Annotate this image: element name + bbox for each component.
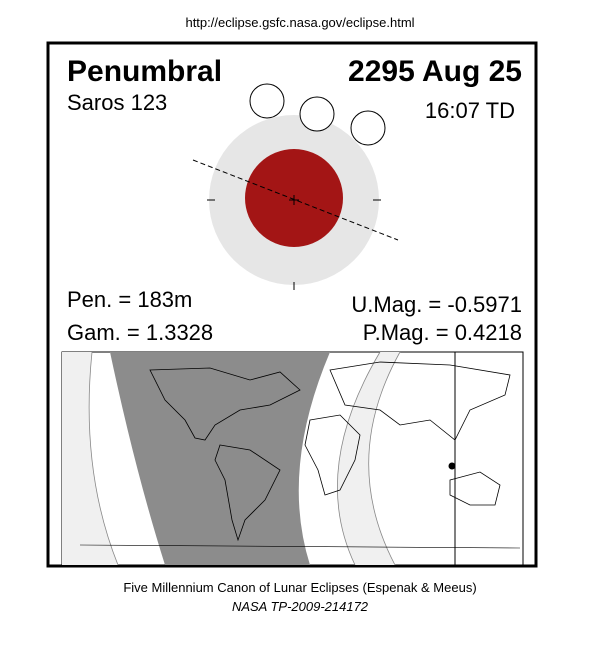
pmag: P.Mag. = 0.4218	[363, 320, 522, 345]
umbral-zone	[110, 352, 330, 565]
moon-path	[192, 159, 399, 241]
coast	[214, 444, 281, 542]
coast	[304, 414, 361, 496]
contact-curve	[88, 351, 119, 566]
moon	[249, 83, 285, 119]
gam: Gam. = 1.3328	[67, 320, 213, 345]
contact-curve	[337, 351, 381, 566]
coast	[329, 361, 511, 441]
coast	[149, 367, 301, 441]
time: 16:07 TD	[425, 98, 515, 123]
footer-credit: Five Millennium Canon of Lunar Eclipses …	[123, 580, 476, 595]
eclipse-date: 2295 Aug 25	[348, 55, 522, 88]
world-map	[61, 351, 524, 566]
moon	[299, 96, 335, 132]
saros: Saros 123	[67, 90, 167, 115]
penumbral-zone	[62, 352, 118, 565]
coast	[79, 544, 521, 549]
umag: U.Mag. = -0.5971	[351, 292, 522, 317]
shadow-diagram	[192, 83, 399, 290]
coast	[449, 471, 501, 506]
eclipse-type: Penumbral	[67, 55, 222, 88]
moon	[350, 110, 386, 146]
contact-curve	[368, 351, 401, 566]
pen: Pen. = 183m	[67, 287, 192, 312]
url: http://eclipse.gsfc.nasa.gov/eclipse.htm…	[185, 15, 414, 30]
greatest-eclipse	[448, 462, 456, 470]
footer-ref: NASA TP-2009-214172	[232, 599, 369, 614]
